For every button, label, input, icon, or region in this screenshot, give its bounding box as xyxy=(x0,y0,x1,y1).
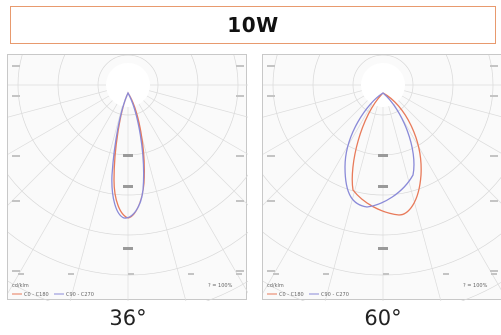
axis-tick xyxy=(236,273,242,275)
grid-radial-line xyxy=(382,84,501,154)
axis-tick xyxy=(267,95,275,97)
axis-tick xyxy=(490,155,498,157)
grid-radial-line xyxy=(263,84,384,294)
axis-tick xyxy=(490,95,498,97)
axis-tick xyxy=(267,65,275,67)
beam-angle-caption-60: 60° xyxy=(364,306,402,330)
grid-radial-line xyxy=(8,84,129,206)
grid-radial-line xyxy=(382,84,501,117)
page-title: 10W xyxy=(227,13,279,37)
polar-grid-svg: cd/klm C0 - C180 C90 - C270 ? = 100% xyxy=(263,55,501,301)
legend-scale: ? = 100% xyxy=(463,283,488,289)
grid-radial-line xyxy=(382,84,442,301)
grid-radial-line xyxy=(324,84,384,301)
axis-tick xyxy=(236,95,244,97)
axis-tick xyxy=(188,273,194,275)
legend-c90: C90 - C270 xyxy=(66,292,94,298)
legend-c90: C90 - C270 xyxy=(321,292,349,298)
legend-unit: cd/klm xyxy=(267,283,284,289)
axis-tick xyxy=(12,95,20,97)
legend: cd/klm C0 - C180 C90 - C270 ? = 100% xyxy=(12,283,233,298)
grid-radial-line xyxy=(127,84,248,206)
axis-tick xyxy=(273,273,279,275)
axis-tick xyxy=(18,273,24,275)
axis-tick xyxy=(12,200,20,202)
grid-radial-line xyxy=(263,84,384,118)
axis-tick xyxy=(491,273,497,275)
intensity-scale-marks xyxy=(378,154,388,250)
axis-tick xyxy=(443,273,449,275)
axis-tick xyxy=(128,273,134,275)
legend-scale: ? = 100% xyxy=(208,283,233,289)
legend-unit: cd/klm xyxy=(12,283,29,289)
grid-radial-line xyxy=(382,84,501,291)
polar-diagram-36: cd/klm C0 - C180 C90 - C270 ? = 100% xyxy=(7,54,248,301)
axis-tick xyxy=(68,273,74,275)
polar-diagram-60: cd/klm C0 - C180 C90 - C270 ? = 100% xyxy=(262,54,501,301)
axis-tick xyxy=(490,65,498,67)
curve-c0-c180 xyxy=(351,92,422,216)
title-box: 10W xyxy=(10,6,496,44)
axis-tick xyxy=(267,200,275,202)
curve-c90-c270 xyxy=(344,92,415,208)
grid-radial-line xyxy=(263,84,384,155)
center-glare xyxy=(361,63,405,107)
axis-tick xyxy=(236,200,244,202)
axis-tick xyxy=(383,273,389,275)
legend-c0: C0 - C180 xyxy=(279,292,304,298)
grid-radial-line xyxy=(127,84,248,294)
grid-radial-line xyxy=(8,84,129,294)
polar-grid-svg: cd/klm C0 - C180 C90 - C270 ? = 100% xyxy=(8,55,248,301)
axis-tick xyxy=(490,270,498,272)
intensity-scale-marks xyxy=(123,154,133,250)
grid-radial-line xyxy=(263,84,384,206)
grid-radial-line xyxy=(69,84,129,301)
grid-radial-line xyxy=(8,84,129,155)
grid-radial-line xyxy=(8,84,129,118)
legend-c0: C0 - C180 xyxy=(24,292,49,298)
axis-tick xyxy=(236,270,244,272)
grid-radial-line xyxy=(127,84,248,118)
curve-c90-c270 xyxy=(111,91,145,219)
axis-tick xyxy=(236,155,244,157)
grid-radial-line xyxy=(127,84,248,155)
axis-tick xyxy=(12,155,20,157)
center-glare xyxy=(106,63,150,107)
axis-tick xyxy=(490,200,498,202)
beam-angle-caption-36: 36° xyxy=(109,306,147,330)
axis-tick xyxy=(12,65,20,67)
axis-tick xyxy=(267,270,275,272)
axis-tick xyxy=(12,270,20,272)
axis-tick xyxy=(323,273,329,275)
polar-grid xyxy=(263,55,501,301)
axis-tick xyxy=(236,65,244,67)
axis-tick xyxy=(267,155,275,157)
legend: cd/klm C0 - C180 C90 - C270 ? = 100% xyxy=(267,283,488,298)
polar-grid xyxy=(8,55,248,301)
grid-radial-line xyxy=(382,84,501,204)
